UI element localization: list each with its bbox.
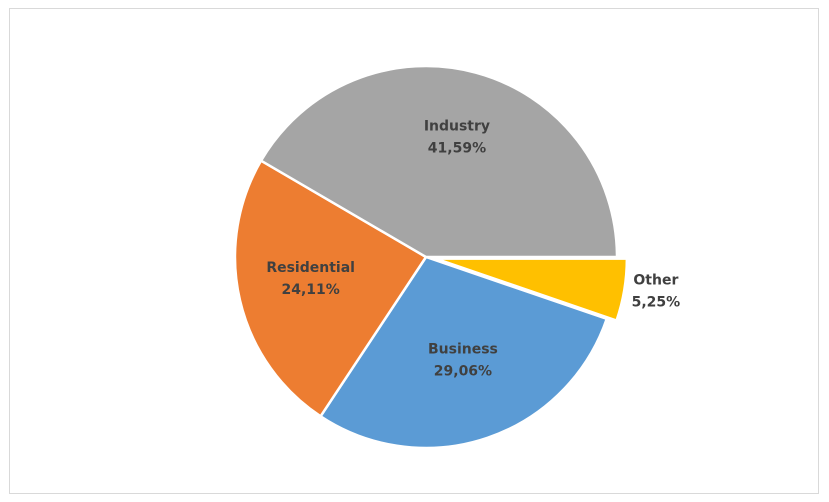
chart-area: Other 5,25% Business 29,06% Residential 24,11… bbox=[9, 8, 819, 494]
data-label-other-value: 5,25% bbox=[632, 295, 681, 311]
pie-slice-residential bbox=[233, 159, 428, 418]
data-label-residential-name: Residential bbox=[266, 260, 355, 276]
pie-chart: Other 5,25% Business 29,06% Residential 24,11… bbox=[233, 64, 680, 450]
data-label-other-name: Other bbox=[633, 273, 678, 289]
data-label-residential-value: 24,11% bbox=[282, 282, 340, 298]
data-label-industry-name: Industry bbox=[424, 119, 490, 135]
pie-slice-industry bbox=[259, 64, 619, 259]
pie-slices bbox=[233, 64, 629, 450]
pie-slice-other bbox=[434, 257, 629, 322]
data-label-business-value: 29,06% bbox=[434, 363, 492, 379]
data-label-business-name: Business bbox=[428, 341, 498, 357]
data-label-industry-value: 41,59% bbox=[428, 141, 486, 157]
pie-data-labels: Other 5,25% Business 29,06% Residential 24,11… bbox=[266, 119, 680, 380]
pie-slice-business bbox=[319, 255, 608, 450]
